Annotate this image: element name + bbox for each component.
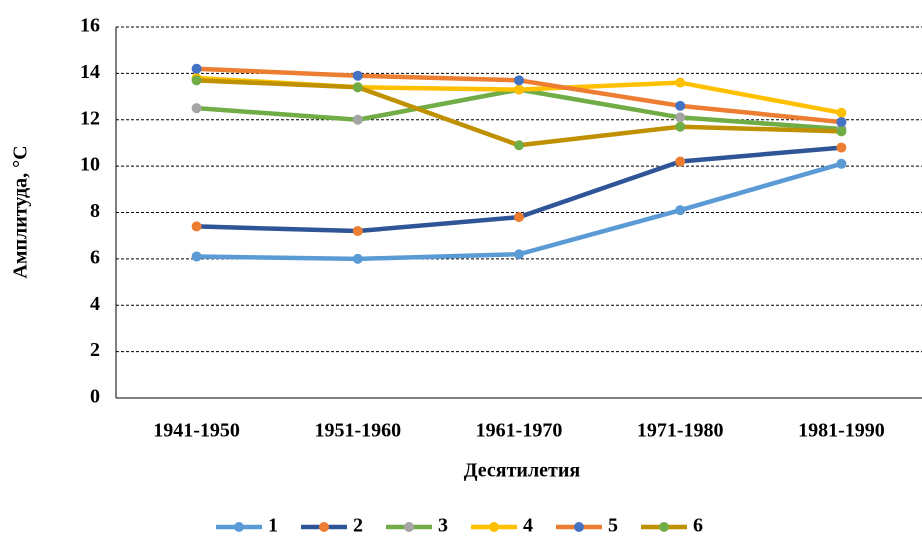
point [836,107,847,118]
point [836,117,847,128]
point [675,100,686,111]
y-axis-label: Амплитуда, °С [10,145,32,278]
y-tick-label: 10 [80,154,100,176]
series-line [196,161,843,262]
legend-label: 4 [523,515,533,537]
point [836,158,847,169]
point [836,142,847,153]
y-tick-label: 6 [90,246,100,268]
legend-marker [234,522,244,532]
y-tick-label: 4 [90,293,100,315]
point [191,103,202,114]
legend-label: 2 [353,515,363,537]
point [191,251,202,262]
point [191,63,202,74]
point [514,84,524,95]
legend-marker [404,522,414,532]
point [352,70,363,81]
point [352,114,363,125]
legend-label: 6 [693,515,703,537]
legend-label: 1 [268,515,278,537]
point [514,249,524,260]
point [191,75,202,86]
x-tick-label: 1971-1980 [637,420,724,442]
x-axis-label: Десятилетия [464,460,581,482]
point [352,253,363,264]
y-tick-label: 2 [90,339,100,361]
legend-marker [659,522,669,532]
y-tick-label: 16 [80,15,100,37]
legend-label: 3 [438,515,448,537]
point [352,82,363,93]
x-tick-label: 1961-1970 [476,420,563,442]
point [191,221,202,232]
legend-marker [489,522,499,532]
point [675,205,686,216]
point [675,112,686,123]
x-tick-label: 1981-1990 [798,420,885,442]
point [514,212,524,223]
point [514,75,524,86]
legend-marker [574,522,584,532]
point [352,226,363,237]
point [836,126,847,137]
point [514,140,524,151]
legend-marker [319,522,329,532]
x-tick-label: 1951-1960 [314,420,401,442]
point [675,156,686,167]
point [675,77,686,88]
y-tick-label: 12 [80,107,100,129]
y-tick-label: 0 [90,386,100,408]
point [675,121,686,132]
legend-label: 5 [608,515,618,537]
x-tick-label: 1941-1950 [153,420,240,442]
y-tick-label: 14 [80,61,100,83]
y-tick-label: 8 [90,200,100,222]
